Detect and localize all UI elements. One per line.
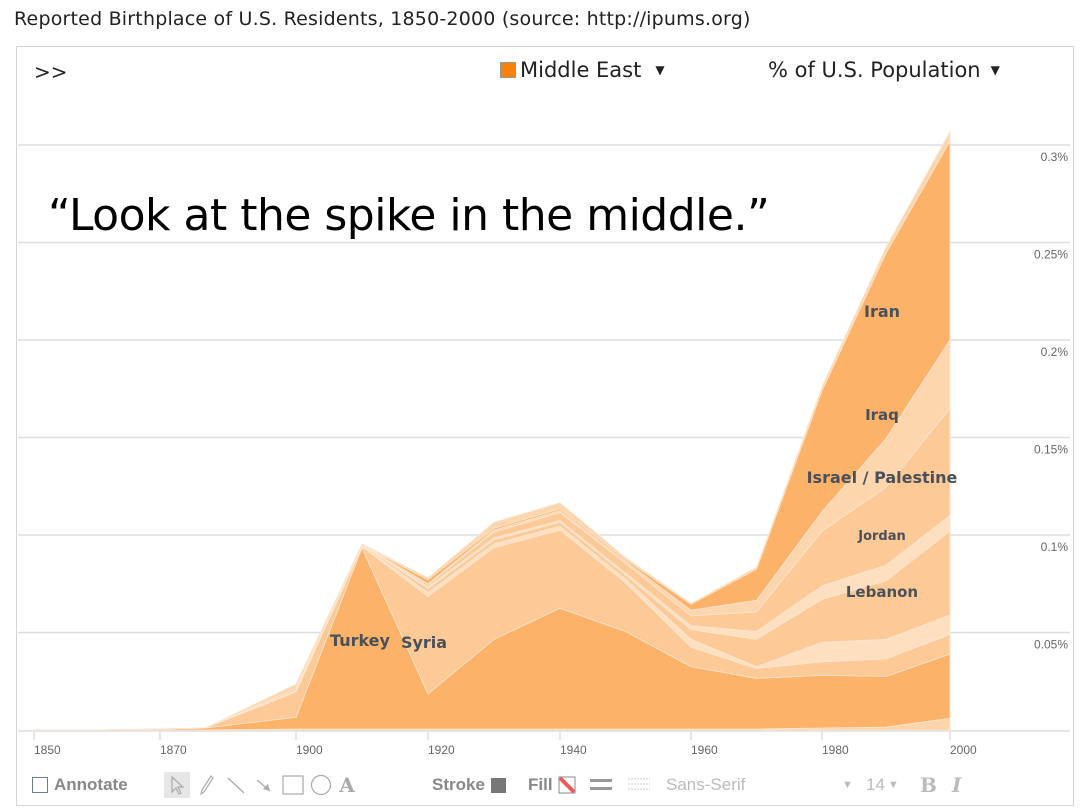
pencil-tool-button[interactable] bbox=[196, 772, 218, 798]
chevron-down-icon: ▼ bbox=[990, 63, 1000, 77]
italic-button[interactable]: I bbox=[952, 772, 961, 798]
y-axis: 0.05% 0.1% 0.15% 0.2% 0.25% 0.3% bbox=[1034, 150, 1068, 652]
area-layers bbox=[34, 131, 951, 731]
stroke-color-swatch[interactable] bbox=[490, 777, 506, 793]
line-style-button[interactable] bbox=[626, 772, 652, 798]
measure-selector[interactable]: % of U.S. Population ▼ bbox=[768, 58, 1000, 82]
fill-control[interactable]: Fill bbox=[528, 772, 576, 798]
x-tick-label: 1870 bbox=[160, 743, 187, 757]
line-tool-button[interactable] bbox=[224, 772, 248, 798]
text-tool-icon: A bbox=[339, 773, 355, 797]
expand-panel-button[interactable]: >> bbox=[34, 60, 68, 84]
chevron-down-icon: ▼ bbox=[842, 779, 853, 791]
line-icon bbox=[227, 777, 245, 794]
stroke-control[interactable]: Stroke bbox=[432, 772, 506, 798]
annotate-toggle[interactable]: Annotate bbox=[32, 772, 128, 798]
series-label: Turkey bbox=[330, 631, 391, 650]
rectangle-tool-button[interactable] bbox=[280, 772, 306, 798]
line-weight-button[interactable] bbox=[588, 772, 614, 798]
x-tick-label: 1940 bbox=[560, 743, 587, 757]
pencil-icon bbox=[200, 775, 214, 796]
x-tick-label: 1980 bbox=[822, 743, 849, 757]
arrow-icon bbox=[256, 779, 271, 792]
annotate-checkbox[interactable] bbox=[32, 777, 48, 793]
font-size-select[interactable]: 14 ▼ bbox=[866, 772, 899, 798]
y-tick-label: 0.2% bbox=[1041, 345, 1069, 359]
x-tick-label: 1850 bbox=[34, 743, 61, 757]
measure-selector-label: % of U.S. Population bbox=[768, 58, 981, 82]
series-label: Jordan bbox=[857, 529, 906, 544]
y-tick-label: 0.05% bbox=[1034, 638, 1068, 652]
y-tick-label: 0.3% bbox=[1041, 150, 1069, 164]
annotate-label: Annotate bbox=[54, 775, 128, 794]
chevron-down-icon: ▼ bbox=[887, 779, 899, 791]
y-tick-label: 0.25% bbox=[1034, 248, 1068, 262]
bold-icon: B bbox=[920, 773, 937, 797]
select-tool-button[interactable] bbox=[164, 772, 190, 798]
region-selector-label: Middle East bbox=[520, 58, 642, 82]
font-family-select[interactable]: Sans-Serif ▼ bbox=[666, 772, 866, 798]
chevron-down-icon: ▼ bbox=[655, 63, 665, 77]
series-label: Iraq bbox=[865, 406, 899, 424]
text-tool-button[interactable]: A bbox=[336, 772, 358, 798]
annotation-quote: “Look at the spike in the middle.” bbox=[48, 190, 770, 241]
page-title: Reported Birthplace of U.S. Residents, 1… bbox=[14, 8, 751, 30]
circle-icon bbox=[310, 774, 332, 796]
x-tick-label: 1920 bbox=[428, 743, 455, 757]
x-axis: 1850 1870 1900 1920 1940 1960 1980 2000 bbox=[33, 732, 977, 757]
series-label: Israel / Palestine bbox=[807, 468, 958, 487]
italic-icon: I bbox=[952, 773, 962, 797]
legend-swatch bbox=[500, 62, 516, 78]
y-tick-label: 0.15% bbox=[1034, 443, 1068, 457]
area-other-3[interactable] bbox=[34, 131, 951, 731]
series-label: Syria bbox=[401, 633, 447, 652]
arrow-tool-button[interactable] bbox=[252, 772, 276, 798]
series-label: Lebanon bbox=[846, 583, 918, 601]
region-selector[interactable]: Middle East ▼ bbox=[500, 58, 665, 82]
stroke-label: Stroke bbox=[432, 775, 485, 794]
annotation-toolbar: Annotate A Stroke Fill Sans-Serif ▼ 14 ▼ bbox=[30, 772, 1070, 798]
font-size-value: 14 bbox=[866, 775, 885, 794]
y-tick-label: 0.1% bbox=[1041, 540, 1069, 554]
rectangle-icon bbox=[282, 775, 304, 795]
x-tick-label: 1900 bbox=[296, 743, 323, 757]
no-fill-icon[interactable] bbox=[558, 776, 576, 794]
series-label: Iran bbox=[864, 302, 900, 321]
series-labels: Turkey Syria Lebanon Jordan Israel / Palesti… bbox=[330, 302, 958, 652]
font-family-value: Sans-Serif bbox=[666, 775, 746, 794]
x-tick-label: 2000 bbox=[950, 743, 977, 757]
fill-label: Fill bbox=[528, 775, 553, 794]
dashed-line-icon bbox=[628, 778, 650, 790]
ellipse-tool-button[interactable] bbox=[308, 772, 334, 798]
x-tick-label: 1960 bbox=[691, 743, 718, 757]
line-weight-icon bbox=[590, 779, 612, 790]
pointer-icon bbox=[171, 775, 185, 795]
bold-button[interactable]: B bbox=[920, 772, 937, 798]
